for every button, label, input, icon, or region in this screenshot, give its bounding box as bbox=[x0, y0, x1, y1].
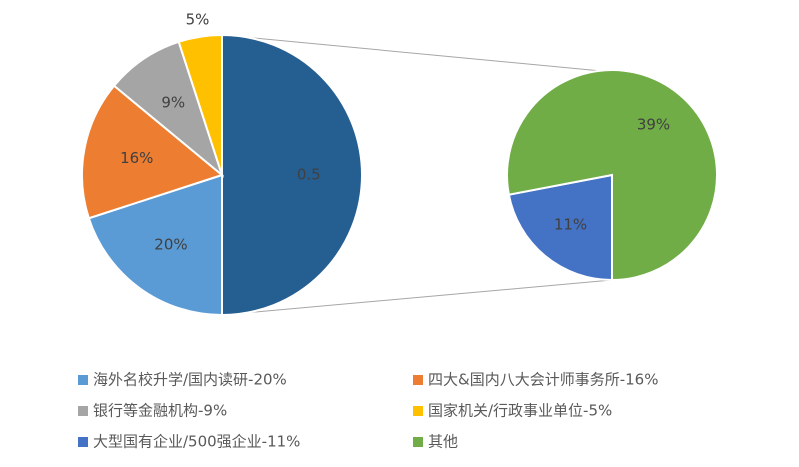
pie-slice bbox=[177, 33, 223, 176]
pie-slice bbox=[221, 33, 363, 317]
legend-label: 四大&国内八大会计师事务所-16% bbox=[428, 371, 658, 389]
legend-swatch bbox=[413, 406, 423, 416]
legend-label: 海外名校升学/国内读研-20% bbox=[93, 371, 287, 389]
data-label: 39% bbox=[637, 115, 670, 133]
data-label: 5% bbox=[186, 11, 210, 29]
legend-label: 国家机关/行政事业单位-5% bbox=[428, 402, 612, 420]
legend-swatch bbox=[78, 375, 88, 385]
data-label: 11% bbox=[554, 216, 587, 234]
data-label: 0.5 bbox=[297, 166, 321, 184]
legend-swatch bbox=[78, 406, 88, 416]
legend-swatch bbox=[78, 437, 88, 447]
legend-label: 其他 bbox=[428, 433, 458, 451]
connector bbox=[221, 34, 613, 73]
legend-label: 银行等金融机构-9% bbox=[93, 402, 227, 420]
pie-slice bbox=[506, 69, 718, 282]
pie-slice bbox=[87, 173, 223, 317]
legend-label: 大型国有企业/500强企业-11% bbox=[93, 433, 300, 451]
pie-slice bbox=[112, 40, 225, 178]
data-label: 9% bbox=[161, 94, 185, 112]
data-label: 20% bbox=[154, 236, 187, 254]
pie-slice bbox=[507, 173, 613, 282]
data-label: 16% bbox=[120, 149, 153, 167]
legend-swatch bbox=[413, 437, 423, 447]
connector bbox=[221, 279, 613, 316]
pie-slice bbox=[81, 84, 225, 220]
legend-swatch bbox=[413, 375, 423, 385]
